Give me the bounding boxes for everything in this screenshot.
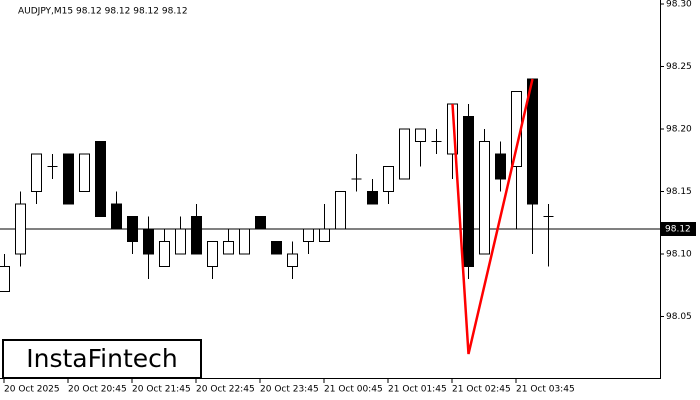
x-tick-label: 20 Oct 2025	[4, 385, 60, 395]
candle-body	[159, 241, 170, 267]
current-price-label: 98.12	[665, 225, 691, 235]
y-tick-label: 98.10	[666, 250, 692, 260]
candle-body	[207, 241, 218, 267]
candle-body	[367, 191, 378, 205]
x-tick-label: 20 Oct 20:45	[68, 385, 127, 395]
x-tick-label: 20 Oct 22:45	[196, 385, 255, 395]
candle-body	[79, 153, 90, 192]
candle-body	[415, 128, 426, 142]
candle-body	[255, 216, 266, 230]
candle-body	[31, 153, 42, 192]
x-tick-label: 20 Oct 23:45	[260, 385, 319, 395]
candle-body	[63, 153, 74, 205]
candle-body	[303, 228, 314, 242]
y-tick-label: 98.05	[666, 312, 692, 322]
candle-body	[127, 216, 138, 242]
candle-body	[15, 203, 26, 255]
candle-body	[287, 253, 298, 267]
candle-body	[319, 228, 330, 242]
candle-body	[175, 228, 186, 255]
candle-body	[223, 241, 234, 255]
x-tick-label: 20 Oct 21:45	[132, 385, 191, 395]
y-tick-label: 98.20	[666, 125, 692, 135]
candle-body	[383, 166, 394, 192]
x-tick-label: 21 Oct 02:45	[452, 385, 511, 395]
candle-body	[95, 141, 106, 217]
x-tick-label: 21 Oct 00:45	[324, 385, 383, 395]
pattern-line	[451, 78, 534, 355]
candle-body	[399, 128, 410, 180]
x-tick-label: 21 Oct 01:45	[388, 385, 447, 395]
current-price-box	[661, 222, 696, 236]
y-tick-label: 98.15	[666, 187, 692, 197]
x-tick-label: 21 Oct 03:45	[516, 385, 575, 395]
y-tick-label: 98.25	[666, 62, 692, 72]
candle-body	[239, 228, 250, 255]
candle-body	[0, 266, 10, 292]
candle-body	[335, 191, 346, 230]
candle-body	[191, 216, 202, 255]
candle-body	[143, 228, 154, 255]
candle-body	[111, 203, 122, 230]
y-tick-label: 98.30	[666, 0, 692, 10]
logo: InstaFintech	[26, 344, 178, 373]
candle-body	[463, 116, 474, 267]
candle-body	[479, 141, 490, 255]
candle-body	[495, 153, 506, 180]
chart-title: AUDJPY,M15 98.12 98.12 98.12 98.12	[18, 7, 188, 17]
candle-body	[271, 241, 282, 255]
logo-box	[2, 339, 202, 379]
